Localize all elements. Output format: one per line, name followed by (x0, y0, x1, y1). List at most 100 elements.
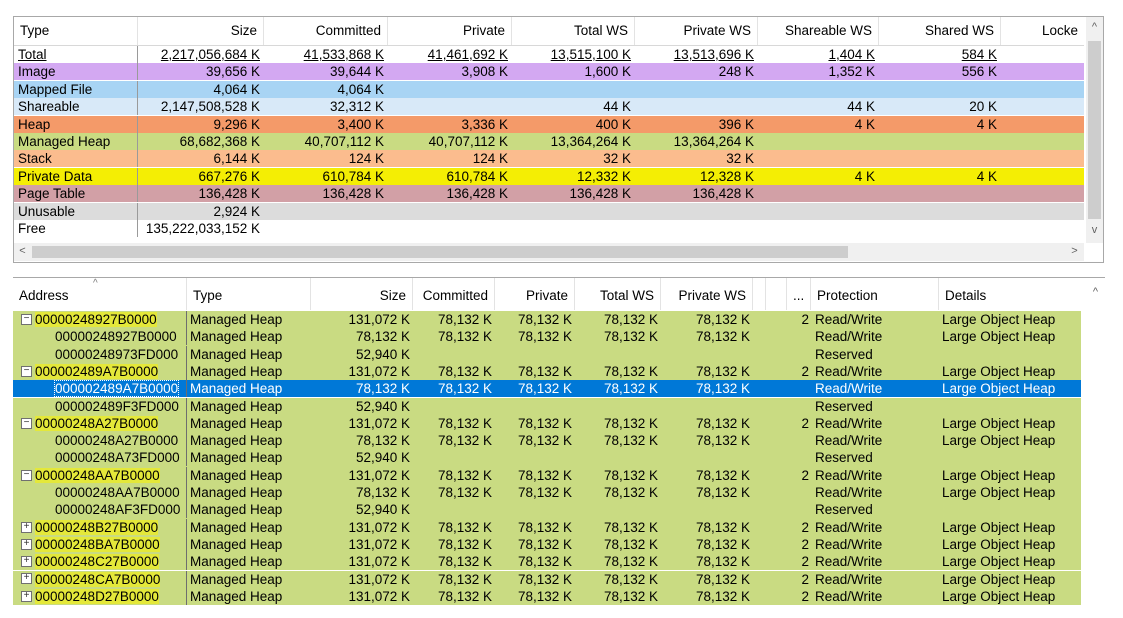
scroll-down-icon[interactable]: v (1091, 224, 1098, 236)
summary-row[interactable]: Managed Heap 68,682,368 K 40,707,112 K 40,7… (14, 133, 1084, 150)
region-address-text: 00000248A73FD000 (55, 450, 180, 466)
region-blocks-cell: 2 (801, 588, 809, 604)
scroll-right-icon[interactable]: > (1071, 245, 1078, 257)
summary-col-shareable-ws[interactable]: Shareable WS (758, 17, 879, 45)
region-type-cell: Managed Heap (190, 554, 283, 570)
region-address-text: 00000248AA7B0000 (55, 485, 180, 500)
summary-vscroll-thumb[interactable] (1088, 41, 1101, 219)
summary-committed-cell: 124 K (264, 150, 388, 168)
summary-row[interactable]: Total 2,217,056,684 K 41,533,868 K 41,461,6… (14, 46, 1084, 63)
summary-col-size[interactable]: Size (138, 17, 264, 45)
collapse-icon[interactable]: − (21, 469, 32, 481)
region-row[interactable]: 00000248973FD000 Managed Heap 52,940 K Rese… (13, 345, 1081, 363)
summary-private-ws-cell (635, 220, 758, 237)
summary-committed-cell: 40,707,112 K (264, 133, 388, 150)
region-address-text: 00000248AF3FD000 (55, 502, 181, 518)
region-row[interactable]: 00000248AA7B0000 Managed Heap 78,132 K 78,1… (13, 484, 1081, 502)
summary-col-committed[interactable]: Committed (264, 17, 388, 45)
summary-row[interactable]: Stack 6,144 K 124 K 124 K 32 K 32 K (14, 150, 1084, 168)
summary-private-cell: 136,428 K (388, 185, 512, 203)
summary-size-cell: 39,656 K (138, 63, 264, 81)
summary-col-private[interactable]: Private (388, 17, 512, 45)
region-private-ws-cell: 78,132 K (695, 415, 750, 431)
regions-col-hidden-b[interactable] (765, 278, 787, 310)
regions-col-private[interactable]: Private (495, 278, 575, 310)
summary-private-ws-cell: 136,428 K (635, 185, 758, 203)
region-private-ws-cell: 78,132 K (695, 571, 750, 587)
region-details-cell: Large Object Heap (942, 588, 1056, 604)
regions-col-size[interactable]: Size (311, 278, 413, 310)
summary-col-private-ws[interactable]: Private WS (635, 17, 758, 45)
summary-row[interactable]: Mapped File 4,064 K 4,064 K (14, 80, 1084, 98)
region-details-cell: Large Object Heap (942, 536, 1056, 552)
regions-vertical-scrollbar[interactable]: ^ (1085, 278, 1105, 608)
region-row[interactable]: 00000248A73FD000 Managed Heap 52,940 K Rese… (13, 449, 1081, 467)
regions-col-address[interactable]: Address (13, 278, 187, 310)
summary-row[interactable]: Unusable 2,924 K (14, 202, 1084, 220)
region-address-text: 000002489A7B0000 (35, 363, 159, 379)
summary-shareable-ws-cell (758, 202, 879, 220)
region-row[interactable]: −00000248927B0000 Managed Heap 131,072 K 78… (13, 311, 1081, 329)
regions-col-private-ws[interactable]: Private WS (661, 278, 753, 310)
region-row[interactable]: 00000248AF3FD000 Managed Heap 52,940 K Rese… (13, 501, 1081, 519)
summary-row[interactable]: Shareable 2,147,508,528 K 32,312 K 44 K 44 K… (14, 98, 1084, 116)
collapse-icon[interactable]: − (21, 365, 32, 377)
summary-locked-cell (1001, 202, 1084, 220)
regions-col-details[interactable]: Details (945, 288, 987, 303)
region-row[interactable]: −00000248A27B0000 Managed Heap 131,072 K 78… (13, 414, 1081, 433)
summary-shareable-ws-cell (758, 185, 879, 203)
summary-col-total-ws[interactable]: Total WS (512, 17, 635, 45)
collapse-icon[interactable]: − (21, 313, 32, 325)
expand-icon[interactable]: + (21, 521, 32, 533)
region-size-cell: 131,072 K (348, 554, 410, 570)
region-address-text: 00000248A27B0000 (35, 415, 159, 431)
scroll-up-icon[interactable]: ^ (1091, 21, 1098, 33)
summary-col-shared-ws[interactable]: Shared WS (879, 17, 1001, 45)
region-private-ws-cell: 78,132 K (695, 329, 750, 345)
expand-icon[interactable]: + (21, 556, 32, 568)
region-row[interactable]: +00000248BA7B0000 Managed Heap 131,072 K 78… (13, 535, 1081, 554)
summary-row[interactable]: Image 39,656 K 39,644 K 3,908 K 1,600 K 248 K… (14, 63, 1084, 81)
summary-row[interactable]: Page Table 136,428 K 136,428 K 136,428 K 136… (14, 185, 1084, 203)
region-row[interactable]: 000002489A7B0000 Managed Heap 78,132 K 78,1… (13, 380, 1081, 398)
region-row[interactable]: −00000248AA7B0000 Managed Heap 131,072 K 78… (13, 466, 1081, 484)
region-size-cell: 78,132 K (355, 381, 410, 397)
regions-col-committed[interactable]: Committed (413, 278, 495, 310)
summary-type-cell: Private Data (14, 167, 138, 185)
collapse-icon[interactable]: − (21, 417, 32, 429)
summary-col-locked[interactable]: Locke (1041, 23, 1078, 38)
summary-private-cell: 610,784 K (388, 167, 512, 185)
summary-vertical-scrollbar[interactable]: ^ v (1086, 17, 1103, 243)
summary-col-type[interactable]: Type (14, 17, 138, 45)
regions-col-total-ws[interactable]: Total WS (575, 278, 661, 310)
region-row[interactable]: 000002489F3FD000 Managed Heap 52,940 K Rese… (13, 397, 1081, 415)
expand-icon[interactable]: + (21, 573, 32, 585)
region-row[interactable]: 00000248927B0000 Managed Heap 78,132 K 78,1… (13, 328, 1081, 346)
region-address-text: 00000248927B0000 (55, 329, 177, 345)
regions-col-type[interactable]: Type (187, 278, 311, 310)
regions-header: ^ Address Type Size Committed Private To… (13, 278, 1105, 310)
summary-hscroll-thumb[interactable] (32, 246, 848, 258)
regions-col-hidden-a[interactable] (753, 278, 766, 310)
region-row[interactable]: +00000248D27B0000 Managed Heap 131,072 K 78… (13, 587, 1081, 606)
region-row[interactable]: −000002489A7B0000 Managed Heap 131,072 K 78… (13, 362, 1081, 381)
summary-horizontal-scrollbar[interactable]: < > (14, 243, 1084, 261)
summary-row[interactable]: Free 135,222,033,152 K (14, 220, 1084, 237)
region-details-cell: Large Object Heap (942, 363, 1056, 379)
scroll-up-icon[interactable]: ^ (1092, 286, 1099, 298)
region-address-cell: −00000248A27B0000 (13, 414, 187, 432)
scroll-left-icon[interactable]: < (19, 245, 26, 257)
expand-icon[interactable]: + (21, 590, 32, 602)
region-row[interactable]: +00000248B27B0000 Managed Heap 131,072 K 78… (13, 518, 1081, 536)
region-address-cell: −00000248AA7B0000 (13, 466, 187, 484)
expand-icon[interactable]: + (21, 538, 32, 550)
region-row[interactable]: +00000248C27B0000 Managed Heap 131,072 K 78… (13, 553, 1081, 571)
region-row[interactable]: +00000248CA7B0000 Managed Heap 131,072 K 78… (13, 570, 1081, 588)
regions-col-protection[interactable]: Protection (811, 278, 939, 310)
region-row[interactable]: 00000248A27B0000 Managed Heap 78,132 K 78,1… (13, 432, 1081, 450)
summary-private-ws-cell: 32 K (635, 150, 758, 168)
regions-col-blocks[interactable]: ... (787, 278, 811, 310)
summary-size-cell: 135,222,033,152 K (138, 220, 264, 237)
